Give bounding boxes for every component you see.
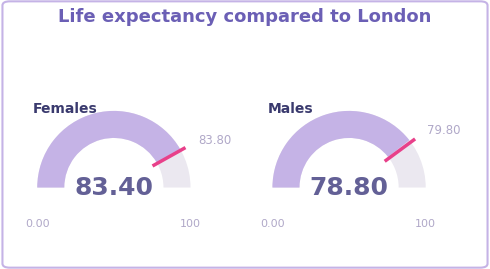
Text: 79.80: 79.80: [427, 124, 460, 137]
Wedge shape: [37, 111, 191, 187]
Wedge shape: [37, 111, 180, 187]
Text: 100: 100: [415, 219, 436, 229]
Text: 83.80: 83.80: [198, 134, 231, 147]
Text: 100: 100: [180, 219, 201, 229]
Text: 83.40: 83.40: [74, 176, 153, 200]
Text: 0.00: 0.00: [260, 219, 285, 229]
Text: 0.00: 0.00: [25, 219, 49, 229]
Wedge shape: [272, 111, 409, 187]
Text: Males: Males: [268, 102, 314, 116]
Text: 78.80: 78.80: [310, 176, 389, 200]
Text: Females: Females: [33, 102, 98, 116]
Wedge shape: [272, 111, 426, 187]
Text: Life expectancy compared to London: Life expectancy compared to London: [58, 8, 432, 26]
